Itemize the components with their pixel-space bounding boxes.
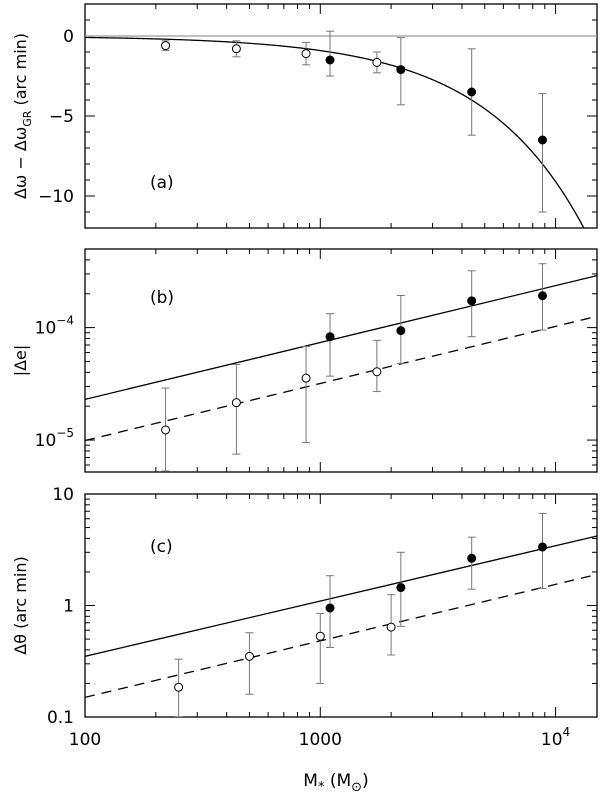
filled-data-point — [538, 291, 548, 301]
plot-area — [85, 263, 597, 472]
filled-data-point — [538, 135, 548, 145]
plot-frame — [84, 493, 598, 718]
solid-fit-line — [85, 535, 597, 657]
open-data-point — [174, 682, 184, 692]
filled-data-point — [467, 296, 477, 306]
open-data-point — [315, 631, 325, 641]
panel-label: (c) — [150, 537, 173, 557]
open-data-point — [372, 367, 382, 377]
filled-data-point — [467, 553, 477, 563]
y-tick-label: 10−5 — [35, 426, 74, 451]
y-tick-label: −5 — [49, 107, 74, 127]
dashed-fit-line — [85, 573, 597, 698]
panel-label: (b) — [150, 288, 174, 308]
panel-3: 0.1 1 10 100 1000 104 Δθ (arc min) M* (M⊙) (c) — [11, 485, 598, 795]
y-axis-label: Δθ (arc min) — [11, 556, 30, 654]
plot-area — [85, 512, 597, 717]
plot-area — [85, 30, 597, 228]
filled-data-point — [467, 87, 477, 97]
open-data-point — [386, 622, 396, 632]
plot-frame — [84, 248, 598, 473]
solid-fit-curve — [85, 36, 585, 228]
open-data-point — [231, 398, 241, 408]
open-data-point — [372, 57, 382, 67]
x-tick-label: 1000 — [299, 730, 342, 750]
solid-fit-line — [85, 274, 597, 401]
plot-frame — [84, 3, 598, 229]
y-tick-label: 10−4 — [35, 314, 74, 339]
dashed-fit-line — [85, 315, 597, 442]
open-data-point — [161, 41, 171, 51]
open-data-point — [231, 44, 241, 54]
x-tick-label: 100 — [69, 730, 101, 750]
y-axis-label: |Δe| — [11, 345, 30, 377]
filled-data-point — [325, 55, 335, 65]
filled-data-point — [325, 332, 335, 342]
x-axis-label: M* (M⊙) — [303, 771, 368, 795]
filled-data-point — [396, 583, 406, 593]
filled-data-point — [396, 326, 406, 336]
x-tick-label: 104 — [541, 725, 570, 750]
y-tick-label: 10 — [52, 485, 74, 505]
y-axis-label: Δω − ΔωGR (arc min) — [11, 33, 34, 199]
panel-label: (a) — [150, 173, 174, 193]
y-tick-label: 1 — [63, 597, 74, 617]
y-tick-label: 0.1 — [47, 708, 74, 728]
open-data-point — [244, 651, 254, 661]
y-tick-label: 0 — [63, 27, 74, 47]
filled-data-point — [538, 542, 548, 552]
open-data-point — [161, 425, 171, 435]
panel-2: 10−5 10−4 |Δe| (b) — [11, 248, 598, 473]
y-tick-label: −10 — [38, 187, 74, 207]
filled-data-point — [325, 603, 335, 613]
open-data-point — [301, 373, 311, 383]
filled-data-point — [396, 65, 406, 75]
open-data-point — [301, 49, 311, 59]
